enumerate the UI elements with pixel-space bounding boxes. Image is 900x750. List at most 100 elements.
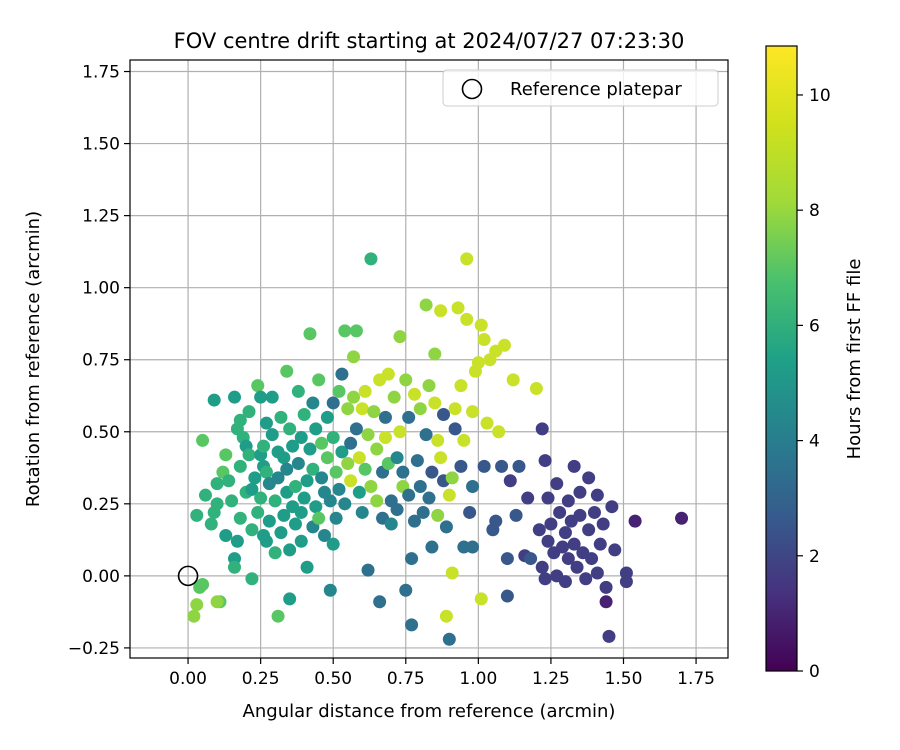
data-point	[419, 428, 433, 442]
data-point	[500, 552, 514, 566]
data-point	[361, 428, 375, 442]
data-point	[323, 494, 337, 508]
data-point	[532, 523, 546, 537]
y-tick-label: −0.25	[68, 639, 120, 659]
data-point	[381, 367, 395, 381]
data-point	[242, 405, 256, 419]
data-point	[582, 523, 596, 537]
data-point	[344, 474, 358, 488]
data-point	[341, 456, 355, 470]
data-point	[225, 494, 239, 508]
x-tick-label: 0.25	[242, 669, 280, 689]
data-point	[312, 373, 326, 387]
data-point	[332, 384, 346, 398]
data-point	[541, 491, 555, 505]
data-point	[428, 347, 442, 361]
data-point	[599, 580, 613, 594]
data-point	[570, 560, 584, 574]
data-point	[344, 436, 358, 450]
x-axis-label: Angular distance from reference (arcmin)	[243, 701, 616, 722]
data-point	[268, 546, 282, 560]
data-point	[416, 505, 430, 519]
data-point	[297, 491, 311, 505]
data-point	[294, 534, 308, 548]
data-point	[210, 497, 224, 511]
data-point	[587, 505, 601, 519]
data-point	[480, 416, 494, 430]
data-point	[326, 396, 340, 410]
data-point	[405, 552, 419, 566]
data-point	[303, 327, 317, 341]
data-point	[349, 422, 363, 436]
data-point	[329, 511, 343, 525]
data-point	[233, 459, 247, 473]
x-tick-label: 0.50	[314, 669, 352, 689]
data-point	[556, 540, 570, 554]
data-point	[228, 560, 242, 574]
data-point	[309, 500, 323, 514]
data-point	[349, 324, 363, 338]
data-point	[378, 410, 392, 424]
colorbar-tick-label: 0	[809, 662, 820, 682]
data-point	[326, 537, 340, 551]
data-point	[297, 407, 311, 421]
data-point	[283, 422, 297, 436]
data-point	[489, 514, 503, 528]
legend-marker	[461, 78, 483, 100]
data-point	[274, 526, 288, 540]
data-point	[341, 402, 355, 416]
data-point	[210, 477, 224, 491]
y-tick-label: 1.75	[82, 63, 120, 83]
data-point	[558, 575, 572, 589]
data-point	[561, 552, 575, 566]
data-point	[332, 482, 346, 496]
data-point	[628, 514, 642, 528]
data-point	[460, 312, 474, 326]
data-point	[338, 497, 352, 511]
data-point	[233, 511, 247, 525]
data-point	[187, 609, 201, 623]
data-point	[497, 338, 511, 352]
plot-frame	[129, 59, 729, 659]
data-point	[434, 304, 448, 318]
data-point	[259, 465, 273, 479]
data-point	[274, 410, 288, 424]
colorbar-tick-label: 10	[809, 86, 831, 106]
data-point	[466, 540, 480, 554]
data-point	[259, 416, 273, 430]
y-tick-label: 0.25	[82, 495, 120, 515]
data-point	[288, 517, 302, 531]
data-point	[355, 402, 369, 416]
y-tick-label: 1.00	[82, 279, 120, 299]
data-point	[567, 459, 581, 473]
data-point	[254, 491, 268, 505]
data-point	[190, 508, 204, 522]
data-point	[303, 442, 317, 456]
data-point	[535, 560, 549, 574]
data-point	[190, 598, 204, 612]
data-point	[315, 471, 329, 485]
data-point	[558, 526, 572, 540]
data-point	[402, 488, 416, 502]
data-point	[277, 508, 291, 522]
data-point	[474, 592, 488, 606]
data-point	[512, 459, 526, 473]
data-point	[544, 517, 558, 531]
data-point	[294, 431, 308, 445]
data-point	[399, 583, 413, 597]
data-point	[410, 454, 424, 468]
y-tick-label: 1.50	[82, 135, 120, 155]
data-point	[254, 390, 268, 404]
data-point	[477, 333, 491, 347]
data-point	[422, 491, 436, 505]
data-point	[271, 471, 285, 485]
data-point	[315, 436, 329, 450]
data-point	[590, 488, 604, 502]
data-point	[283, 592, 297, 606]
data-point	[437, 407, 451, 421]
data-point	[431, 433, 445, 447]
data-point	[474, 318, 488, 332]
legend: Reference platepar	[442, 69, 719, 107]
data-point	[207, 393, 221, 407]
data-point	[457, 433, 471, 447]
